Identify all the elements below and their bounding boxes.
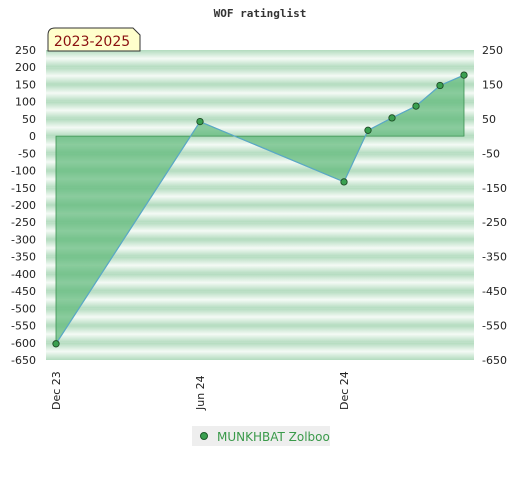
grid-band [46,273,474,292]
legend-box [192,426,330,446]
y-tick-label: 100 [15,96,36,109]
data-point [364,126,372,134]
grid-band [46,256,474,274]
grid-band [46,205,474,223]
y-tick-label: 200 [15,61,36,74]
x-tick-label: Dec 23 [50,371,63,410]
y-tick-label: 0 [29,130,36,143]
y-tick-label: -100 [11,165,36,178]
y-tick-label: -350 [11,251,36,264]
y-tick-label: -200 [11,199,36,212]
data-point [52,340,60,348]
data-point [196,117,204,126]
y-tick-label: -450 [11,285,36,298]
y-tick-label-right: -350 [482,251,507,264]
y-tick-label: -650 [11,354,36,367]
x-tick-label: Dec 24 [338,371,351,410]
y-tick-label: -550 [11,320,36,333]
y-tick-label: -500 [11,302,36,315]
y-tick-label: -400 [11,268,36,281]
grid-band [46,239,474,257]
y-tick-label: 50 [22,113,36,126]
period-badge-box [47,27,141,52]
data-point [460,71,468,79]
grid-band [46,222,474,240]
y-tick-label-right: 250 [482,44,503,57]
grid-band [46,84,474,102]
legend-entry: MUNKHBAT Zolboo [217,430,330,444]
grid-band [46,308,474,326]
legend[interactable]: MUNKHBAT Zolboo [192,426,330,446]
grid-band [46,291,474,309]
y-tick-label-right: -250 [482,216,507,229]
y-axis-left: 250 200 150 100 50 0 -50 -100 -150 -200 -250 -300 -3… [11,44,36,367]
x-tick-label: Jun 24 [194,375,207,411]
y-tick-label-right: -450 [482,285,507,298]
y-tick-label: -250 [11,216,36,229]
y-tick-label-right: 150 [482,78,503,91]
y-tick-label: -600 [11,337,36,350]
y-tick-label: -150 [11,182,36,195]
grid-band [46,101,474,119]
grid-band [46,342,474,360]
y-axis-right: 250 150 50 -50 -150 -250 -350 -450 -550 -650 [482,44,507,367]
x-axis: Dec 23 Jun 24 Dec 24 [50,371,351,411]
period-label: 2023-2025 [54,34,130,50]
y-tick-label-right: -150 [482,182,507,195]
markers-layer [52,71,468,348]
data-point [436,81,444,90]
y-tick-label-right: -550 [482,320,507,333]
data-point [412,102,420,110]
y-tick-label-right: -50 [482,147,500,160]
y-tick-label-right: 50 [482,113,496,126]
data-point [388,114,396,122]
data-point [340,178,348,186]
grid-band [46,325,474,343]
y-tick-label: 150 [15,78,36,91]
legend-marker [200,432,208,440]
grid-band [46,67,474,85]
series-line [55,74,465,345]
y-tick-label: -50 [18,147,36,160]
y-tick-label: 250 [15,44,36,57]
y-tick-label: -300 [11,233,36,246]
y-tick-label-right: -650 [482,354,507,367]
grid-band [46,50,474,68]
chart-title: WOF ratinglist [214,7,307,20]
period-badge: 2023-2025 [47,27,141,52]
